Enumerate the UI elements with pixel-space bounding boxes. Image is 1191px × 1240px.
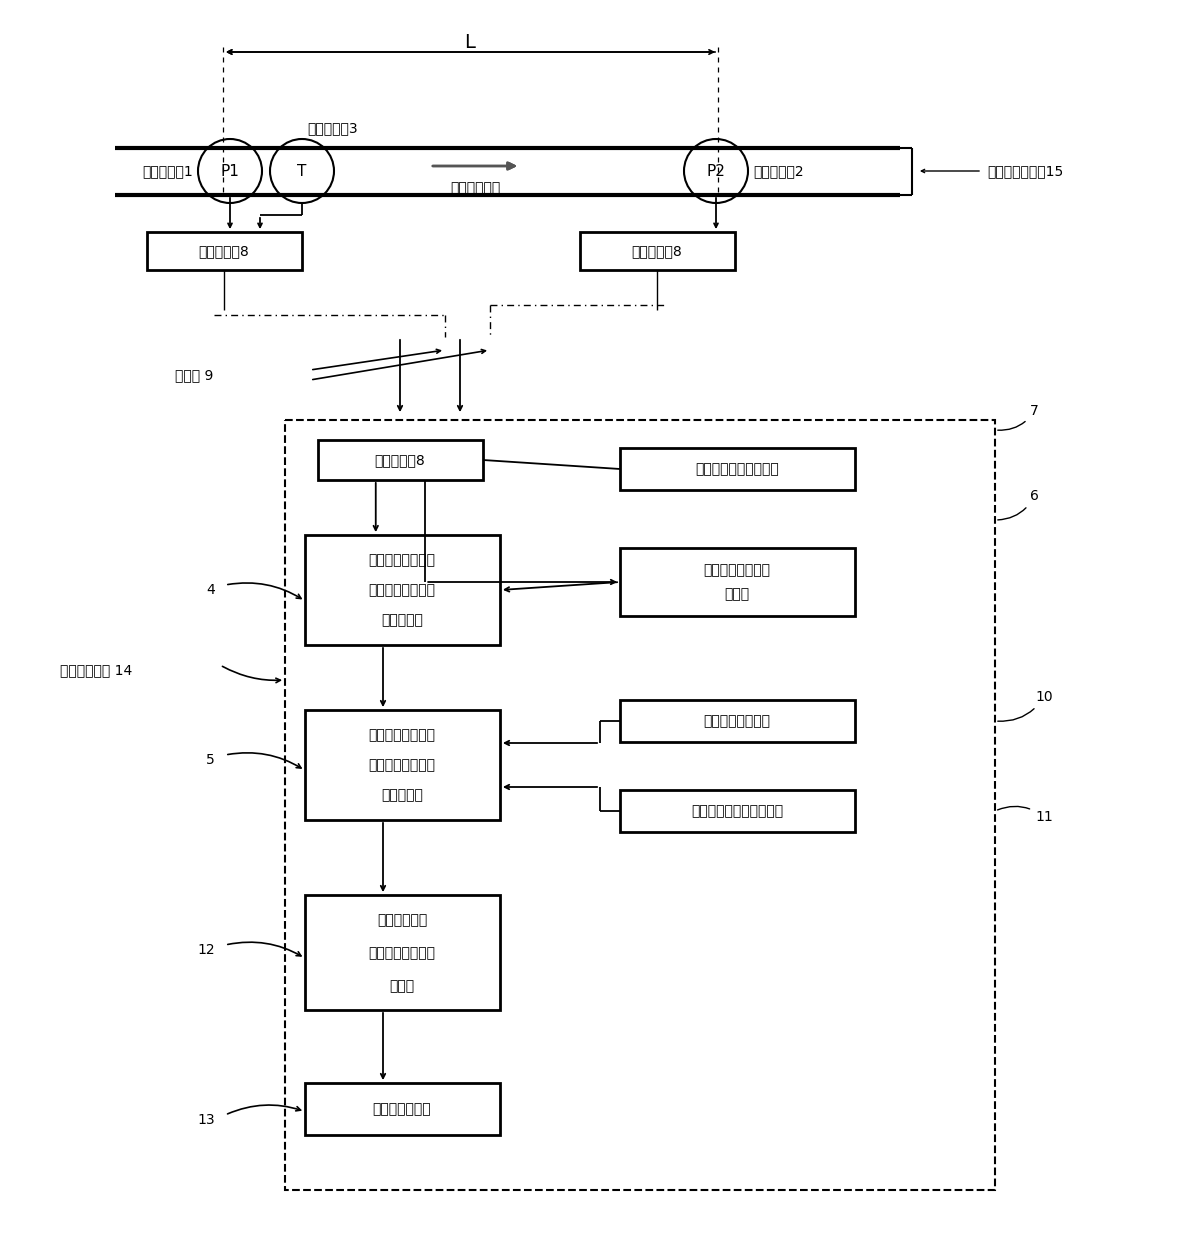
Text: 下流圧力計2: 下流圧力計2 — [753, 164, 804, 179]
Text: レイノルズ数関数: レイノルズ数関数 — [368, 583, 436, 596]
Text: 4: 4 — [206, 583, 216, 596]
Bar — [305, 1083, 500, 1135]
Text: 第二管摩擦係数、: 第二管摩擦係数、 — [368, 728, 436, 742]
Text: 13: 13 — [198, 1114, 216, 1127]
Text: 管寸法パラメータ: 管寸法パラメータ — [704, 563, 771, 577]
Text: 伝送路 9: 伝送路 9 — [175, 368, 213, 382]
Text: 液体パラメータ設定部: 液体パラメータ設定部 — [696, 463, 779, 476]
Text: 流量演算表示部: 流量演算表示部 — [373, 1102, 431, 1116]
Bar — [305, 534, 500, 645]
Text: 流量演算装置 14: 流量演算装置 14 — [60, 663, 132, 677]
Bar — [305, 895, 500, 1011]
Bar — [305, 711, 500, 820]
Text: 設定部: 設定部 — [724, 587, 749, 601]
Text: 信号伝送逆8: 信号伝送逆8 — [199, 244, 249, 258]
Text: 信号伝送逆8: 信号伝送逆8 — [375, 453, 425, 467]
Bar — [621, 548, 855, 616]
Text: 臨界レイノルズ数設定部: 臨界レイノルズ数設定部 — [691, 804, 782, 818]
Text: 数、レイノルズ数: 数、レイノルズ数 — [368, 946, 436, 960]
Bar — [285, 420, 994, 1190]
Text: 係数演算部: 係数演算部 — [381, 787, 423, 802]
Text: P2: P2 — [706, 164, 725, 179]
Text: 液体温度計3: 液体温度計3 — [307, 122, 357, 135]
Bar — [318, 440, 484, 480]
Text: 第一管摩擦係数、: 第一管摩擦係数、 — [368, 553, 436, 567]
Text: P1: P1 — [220, 164, 239, 179]
Text: 連立管摩擦係: 連立管摩擦係 — [376, 913, 428, 928]
Text: 係数演算部: 係数演算部 — [381, 613, 423, 627]
Text: 5: 5 — [206, 753, 216, 768]
Bar — [621, 448, 855, 490]
Bar — [580, 232, 735, 270]
Bar — [146, 232, 303, 270]
Text: 液体流れ方向: 液体流れ方向 — [450, 181, 500, 195]
Bar — [621, 701, 855, 742]
Text: T: T — [298, 164, 307, 179]
Text: 信号伝送逆8: 信号伝送逆8 — [631, 244, 682, 258]
Text: 6: 6 — [998, 489, 1039, 520]
Text: 11: 11 — [998, 806, 1053, 825]
Text: 12: 12 — [198, 942, 216, 957]
Text: 管相対粗さ設定部: 管相対粗さ設定部 — [704, 714, 771, 728]
Text: 7: 7 — [998, 404, 1039, 430]
Text: レイノルズ数関数: レイノルズ数関数 — [368, 758, 436, 773]
Text: 演算部: 演算部 — [389, 980, 414, 993]
Text: L: L — [464, 32, 475, 52]
Text: －一様断面の管15: －一様断面の管15 — [987, 164, 1064, 179]
Bar — [621, 790, 855, 832]
Text: 10: 10 — [998, 689, 1053, 722]
Text: 上流圧力計1: 上流圧力計1 — [142, 164, 193, 179]
